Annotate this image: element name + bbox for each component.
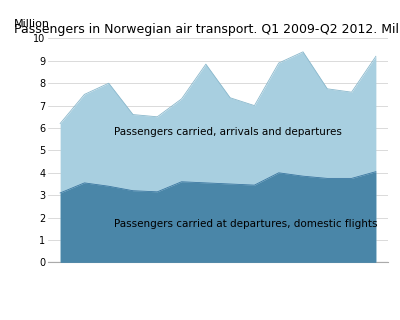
Text: Million: Million — [14, 20, 50, 29]
Text: Passengers in Norwegian air transport. Q1 2009-Q2 2012. Million: Passengers in Norwegian air transport. Q… — [14, 23, 400, 36]
Text: Passengers carried at departures, domestic flights: Passengers carried at departures, domest… — [114, 219, 377, 229]
Text: Passengers carried, arrivals and departures: Passengers carried, arrivals and departu… — [114, 127, 342, 138]
